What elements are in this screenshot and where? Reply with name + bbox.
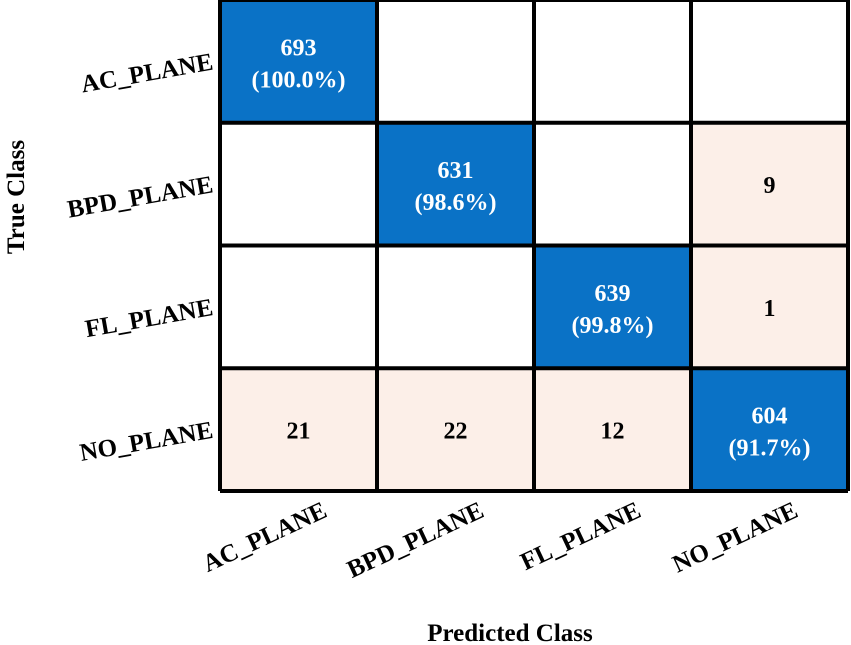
row-tick-labels: AC_PLANE BPD_PLANE FL_PLANE NO_PLANE: [65, 49, 215, 467]
matrix-cells: 693 (100.0%) 631 (98.6%) 9 639 (99.8%) 1 21 22 12 6…: [220, 0, 848, 491]
cell-r1-c4: [691, 0, 848, 123]
cell-count-r2-c2: 631: [438, 158, 474, 184]
cell-count-r4-c2: 22: [444, 419, 468, 445]
column-tick-labels: AC_PLANE BPD_PLANE FL_PLANE NO_PLANE: [199, 497, 802, 584]
cell-r3-c4: [691, 245, 848, 369]
cell-r4-c3: [534, 368, 691, 491]
cell-r1-c2: [377, 0, 534, 123]
cell-r2-c4: [691, 122, 848, 246]
cell-r3-c3: [534, 245, 691, 369]
cell-r3-c2: [377, 245, 534, 369]
col-label-no-plane: NO_PLANE: [669, 497, 803, 578]
matrix-gridlines: [218, 0, 850, 493]
cell-count-r4-c3: 12: [601, 419, 625, 445]
cell-count-r2-c4: 9: [764, 173, 776, 199]
cell-r2-c3: [534, 122, 691, 246]
cell-count-r3-c4: 1: [764, 296, 776, 322]
cell-r2-c2: [377, 122, 534, 246]
row-label-bpd-plane: BPD_PLANE: [65, 171, 215, 223]
col-label-ac-plane: AC_PLANE: [199, 497, 331, 578]
y-axis-label: True Class: [3, 140, 30, 254]
cell-r4-c4: [691, 368, 848, 491]
cell-r2-c1: [220, 122, 377, 246]
cell-count-r1-c1: 693: [281, 35, 317, 61]
cell-percent-r1-c1: (100.0%): [252, 67, 346, 93]
cell-r1-c1: [220, 0, 377, 123]
cell-r1-c3: [534, 0, 691, 123]
row-label-fl-plane: FL_PLANE: [83, 294, 215, 343]
cell-percent-r4-c4: (91.7%): [729, 436, 811, 462]
col-label-bpd-plane: BPD_PLANE: [343, 497, 488, 584]
cell-count-r3-c3: 639: [595, 281, 631, 307]
col-label-fl-plane: FL_PLANE: [517, 497, 645, 576]
cell-count-r4-c1: 21: [287, 419, 311, 445]
cell-r4-c2: [377, 368, 534, 491]
cell-percent-r2-c2: (98.6%): [415, 190, 497, 216]
x-axis-label: Predicted Class: [427, 620, 593, 645]
row-label-ac-plane: AC_PLANE: [79, 49, 215, 99]
cell-r4-c1: [220, 368, 377, 491]
cell-r3-c1: [220, 245, 377, 369]
row-label-no-plane: NO_PLANE: [78, 417, 215, 467]
cell-count-r4-c4: 604: [752, 404, 788, 430]
cell-percent-r3-c3: (99.8%): [572, 313, 654, 339]
